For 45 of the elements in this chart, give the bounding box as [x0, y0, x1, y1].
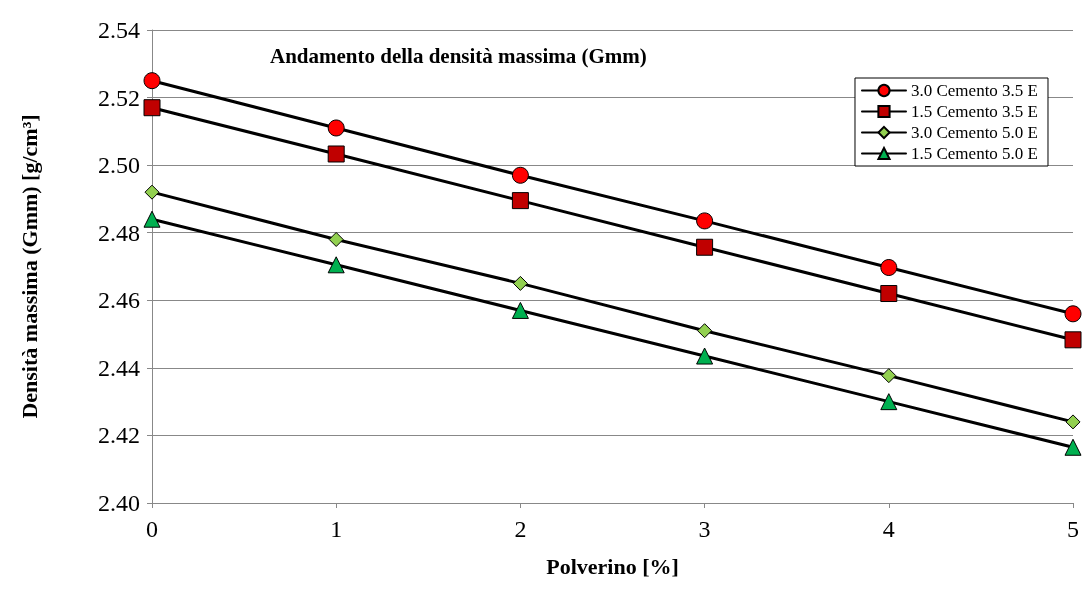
y-tick-label: 2.54 [98, 17, 140, 43]
point [143, 210, 161, 228]
y-tick-label: 2.44 [98, 354, 140, 381]
point [1064, 305, 1082, 323]
point [143, 72, 161, 90]
x-tick-label: 0 [146, 516, 158, 542]
point [881, 368, 897, 384]
point [696, 347, 714, 365]
y-tick-label: 2.42 [98, 422, 140, 449]
point [511, 301, 529, 319]
point [144, 184, 160, 200]
x-tick-label: 5 [1067, 516, 1079, 542]
point [880, 393, 898, 411]
point [1064, 438, 1082, 456]
legend-label: 1.5 Cemento 3.5 E [910, 102, 1039, 121]
legend-label: 3.0 Cemento 3.5 E [910, 81, 1039, 100]
legend-label: 1.5 Cemento 5.0 E [910, 144, 1039, 163]
point [511, 192, 529, 210]
point [327, 119, 345, 137]
x-axis-title: Polverino [%] [546, 553, 679, 579]
point [328, 231, 344, 247]
point [696, 238, 714, 256]
y-axis-title: Densità massima (Gmm) [g/cm³] [16, 114, 42, 419]
point [511, 166, 529, 184]
y-tick-label: 2.40 [98, 490, 140, 516]
point [512, 275, 528, 291]
y-tick-label: 2.52 [98, 84, 140, 111]
y-tick-label: 2.50 [98, 152, 140, 179]
point [696, 212, 714, 230]
point [697, 323, 713, 339]
y-tick-label: 2.48 [98, 219, 140, 246]
legend-label: 3.0 Cemento 5.0 E [910, 123, 1039, 142]
point [327, 145, 345, 163]
x-tick-label: 1 [330, 516, 343, 542]
point [143, 99, 161, 117]
x-tick-label: 2 [514, 516, 527, 542]
x-tick-label: 3 [698, 516, 711, 542]
x-tick-label: 4 [882, 516, 895, 542]
text: Andamento della densità massima (Gmm) [270, 43, 647, 68]
point [1065, 414, 1081, 430]
point [327, 256, 345, 274]
y-tick-label: 2.46 [98, 287, 140, 314]
point [880, 285, 898, 303]
point [880, 259, 898, 277]
point [1064, 331, 1082, 349]
